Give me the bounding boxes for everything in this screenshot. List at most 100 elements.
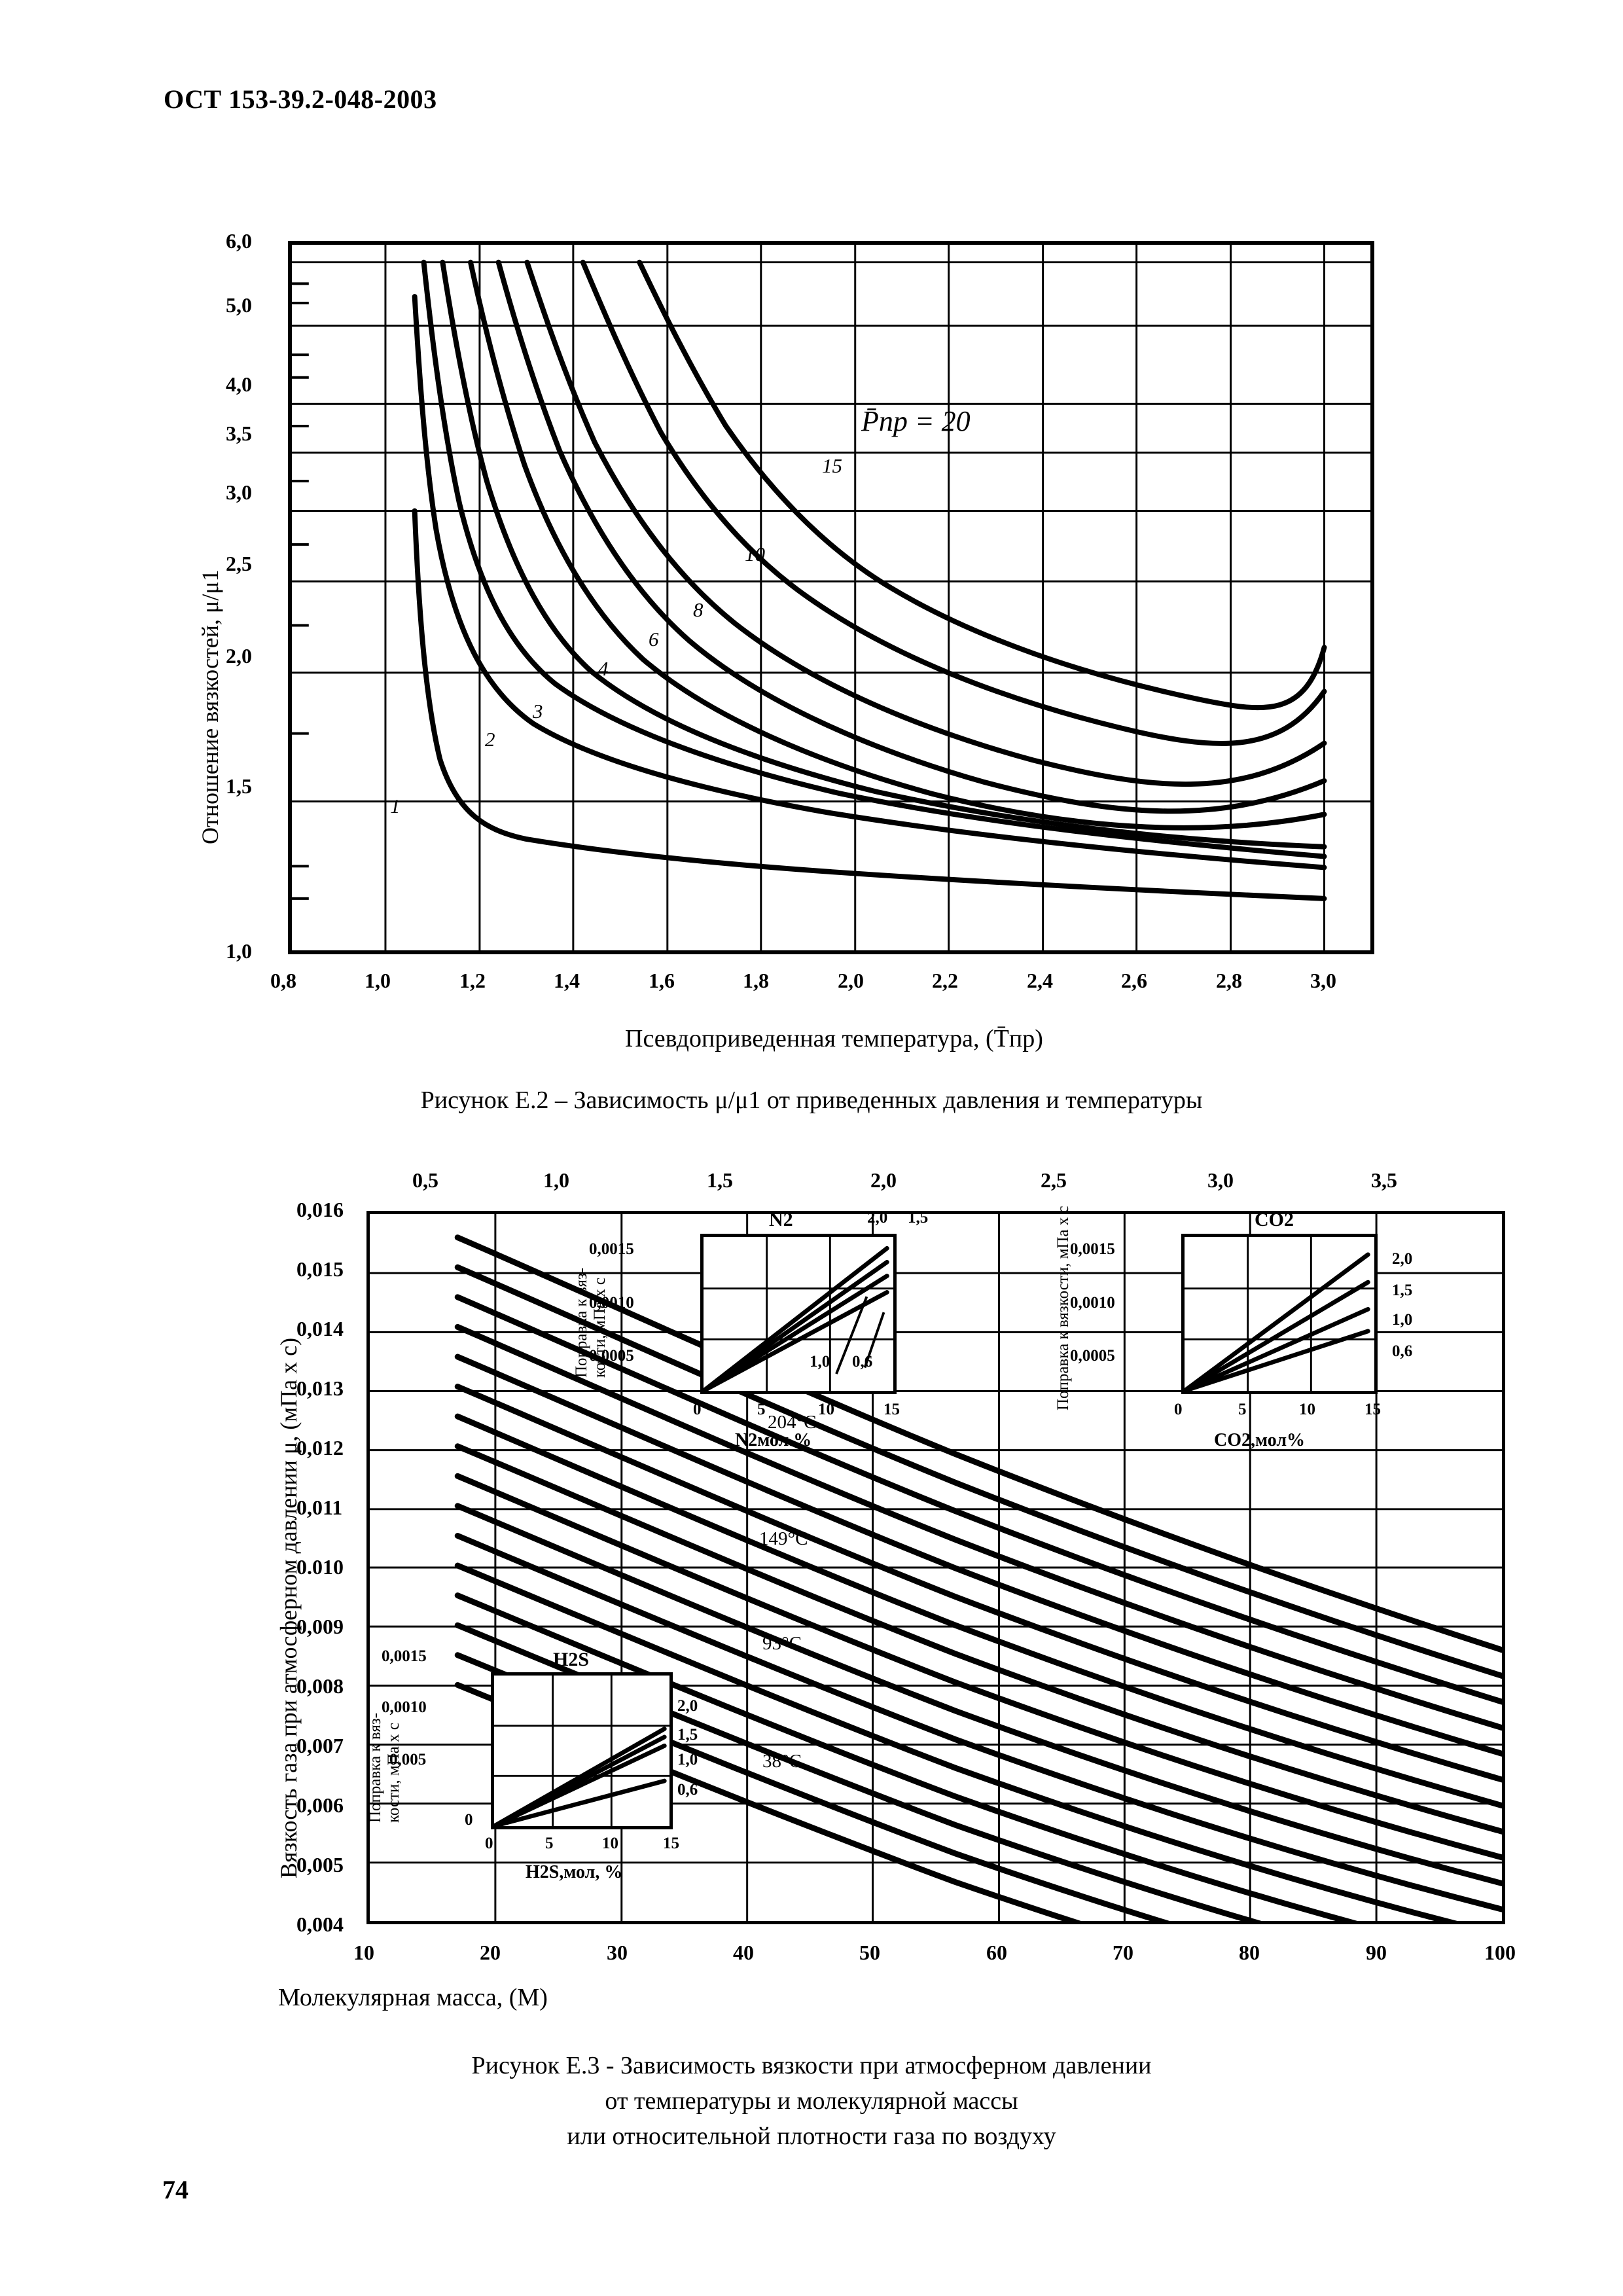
inset-co2-curves bbox=[1185, 1237, 1374, 1391]
figure-e3-top-xtick-0: 0,5 bbox=[412, 1168, 438, 1192]
inset-co2-xtick-0: 0 bbox=[1174, 1401, 1183, 1418]
inset-co2-ytick-0015: 0,0015 bbox=[1070, 1240, 1115, 1258]
figure-e3-xtick-50: 50 bbox=[859, 1941, 880, 1964]
inset-n2-curves bbox=[704, 1237, 893, 1391]
figure-e2-ytick-1: 1,0 bbox=[226, 939, 252, 963]
inset-co2-xtick-10: 10 bbox=[1299, 1401, 1315, 1418]
inset-h2s-xtick-5: 5 bbox=[545, 1835, 554, 1852]
inset-h2s-xtick-15: 15 bbox=[663, 1835, 679, 1852]
figure-e2-curve-label-8: 8 bbox=[693, 598, 704, 621]
figure-e3-xtick-80: 80 bbox=[1239, 1941, 1260, 1964]
inset-n2-title: N2 bbox=[769, 1209, 793, 1230]
inset-h2s-x-axis-title: H2S,мол, % bbox=[526, 1862, 623, 1882]
figure-e3-x-axis-title: Молекулярная масса, (М) bbox=[278, 1984, 548, 2011]
inset-co2-xtick-5: 5 bbox=[1238, 1401, 1247, 1418]
figure-e2-curve-label-2: 2 bbox=[485, 728, 495, 751]
figure-e2-xtick-9: 2,6 bbox=[1121, 969, 1147, 992]
inset-co2-y-axis-title: Поправка к вязкости, мПа х с bbox=[1054, 1206, 1072, 1410]
figure-e2-curve-label-1: 1 bbox=[390, 795, 401, 817]
figure-e2-plot-area: 1 2 3 4 6 8 10 15 P̄пр = 20 bbox=[288, 241, 1374, 954]
figure-e3-top-xtick-3: 2,0 bbox=[870, 1168, 897, 1192]
figure-e3-ytick-0015: 0,015 bbox=[296, 1257, 344, 1281]
figure-e3-caption: Рисунок Е.3 - Зависимость вязкости при а… bbox=[471, 2052, 1152, 2150]
figure-e2-xtick-6: 2,0 bbox=[838, 969, 864, 992]
inset-h2s-xtick-10: 10 bbox=[602, 1835, 618, 1852]
inset-n2-y-axis-title: Поправка к вяз- кости, мПа х с bbox=[573, 1267, 609, 1378]
inset-h2s-curve-label-06: 0,6 bbox=[677, 1781, 698, 1799]
inset-n2-curve-label-10: 1,0 bbox=[810, 1353, 830, 1371]
figure-e3-plot-area: 204°C 149°C 93°C 38°C bbox=[366, 1206, 1505, 1924]
figure-e3-xtick-40: 40 bbox=[733, 1941, 754, 1964]
inset-h2s-xtick-0: 0 bbox=[485, 1835, 493, 1852]
figure-e2-xtick-1: 1,0 bbox=[365, 969, 391, 992]
figure-e2-xtick-5: 1,8 bbox=[743, 969, 769, 992]
figure-e2-y-axis-title: Отношение вязкостей, μ/μ1 bbox=[197, 569, 223, 844]
inset-h2s-ytick-0005: 0,005 bbox=[389, 1751, 427, 1768]
inset-co2-curve-label-15: 1,5 bbox=[1392, 1282, 1413, 1299]
inset-n2-xtick-5: 5 bbox=[757, 1401, 766, 1418]
figure-e3-temp-label-38: 38°C bbox=[762, 1751, 802, 1772]
inset-h2s-title: H2S bbox=[553, 1649, 590, 1670]
inset-n2-ytick-0015: 0,0015 bbox=[589, 1240, 634, 1258]
figure-e2-ytick-2: 2,0 bbox=[226, 644, 252, 668]
figure-e2-curve-label-15: 15 bbox=[822, 454, 842, 477]
figure-e2-xtick-4: 1,6 bbox=[649, 969, 675, 992]
inset-co2 bbox=[1181, 1234, 1378, 1394]
figure-e3-temp-label-149: 149°C bbox=[759, 1528, 808, 1549]
inset-n2-xtick-15: 15 bbox=[883, 1401, 900, 1418]
inset-h2s-curve-label-20: 2,0 bbox=[677, 1697, 698, 1715]
figure-e2-x-axis-title: Псевдоприведенная температура, (T̄пр) bbox=[625, 1025, 1043, 1052]
figure-e2-xtick-2: 1,2 bbox=[459, 969, 486, 992]
inset-co2-curve-label-06: 0,6 bbox=[1392, 1342, 1413, 1360]
inset-n2-x-axis-title: N2мол.% bbox=[735, 1430, 812, 1450]
inset-h2s-ytick-0015: 0,0015 bbox=[382, 1647, 427, 1665]
figure-e2-pressure-annotation: P̄пр = 20 bbox=[861, 405, 971, 437]
inset-co2-xtick-15: 15 bbox=[1364, 1401, 1381, 1418]
figure-e2-ytick-4: 4,0 bbox=[226, 372, 252, 396]
figure-e2-xtick-11: 3,0 bbox=[1310, 969, 1336, 992]
figure-e2-caption: Рисунок Е.2 – Зависимость μ/μ1 от привед… bbox=[420, 1086, 1203, 1114]
figure-e2-ytick-5: 5,0 bbox=[226, 293, 252, 317]
figure-e3-ytick-0013: 0,013 bbox=[296, 1376, 344, 1400]
inset-n2-ytick-0010: 0,0010 bbox=[589, 1294, 634, 1312]
figure-e2-ytick-25: 2,5 bbox=[226, 552, 252, 575]
inset-n2-xtick-0: 0 bbox=[693, 1401, 702, 1418]
figure-e3-temp-label-204: 204°C bbox=[768, 1412, 817, 1433]
inset-co2-ytick-0010: 0,0010 bbox=[1070, 1294, 1115, 1312]
inset-h2s-curve-label-15: 1,5 bbox=[677, 1726, 698, 1744]
figure-e3-ytick-0008: 0,008 bbox=[296, 1674, 344, 1698]
figure-e3-ytick-0014: 0,014 bbox=[296, 1317, 344, 1340]
figure-e3-xtick-30: 30 bbox=[607, 1941, 628, 1964]
figure-e3-ytick-0006: 0,006 bbox=[296, 1793, 344, 1817]
figure-e3-xtick-90: 90 bbox=[1366, 1941, 1387, 1964]
figure-e2-xtick-3: 1,4 bbox=[554, 969, 580, 992]
inset-n2-curve-label-20: 2,0 bbox=[867, 1209, 888, 1227]
figure-e3-ytick-0016: 0,016 bbox=[296, 1198, 344, 1221]
figure-e2-ytick-15: 1,5 bbox=[226, 774, 252, 798]
figure-e2: Отношение вязкостей, μ/μ1 bbox=[0, 216, 1623, 1114]
figure-e2-xtick-7: 2,2 bbox=[932, 969, 958, 992]
document-standard-number: ОСТ 153-39.2-048-2003 bbox=[164, 84, 437, 114]
figure-e3-xtick-60: 60 bbox=[986, 1941, 1007, 1964]
page-number: 74 bbox=[162, 2175, 188, 2204]
inset-h2s-curves bbox=[494, 1676, 669, 1826]
figure-e3-ytick-0005: 0,005 bbox=[296, 1853, 344, 1876]
inset-h2s-ytick-0010: 0,0010 bbox=[382, 1698, 427, 1716]
figure-e3-temp-label-93: 93°C bbox=[762, 1633, 802, 1654]
figure-e2-curve-label-4: 4 bbox=[598, 657, 609, 680]
figure-e3-top-xtick-6: 3,5 bbox=[1371, 1168, 1397, 1192]
inset-h2s-y-axis-title: Поправка к вяз- кости, мПа х с bbox=[366, 1712, 402, 1823]
inset-h2s bbox=[491, 1672, 673, 1829]
figure-e3-top-xtick-2: 1,5 bbox=[707, 1168, 733, 1192]
figure-e3-ytick-0007: 0,007 bbox=[296, 1734, 344, 1757]
figure-e2-curves bbox=[292, 245, 1370, 950]
inset-co2-curve-label-10: 1,0 bbox=[1392, 1311, 1413, 1329]
figure-e3-ytick-0012: 0,012 bbox=[296, 1436, 344, 1460]
figure-e3-top-xtick-4: 2,5 bbox=[1041, 1168, 1067, 1192]
figure-e3-ytick-0010: 0.010 bbox=[296, 1555, 344, 1579]
inset-h2s-curve-label-10: 1,0 bbox=[677, 1751, 698, 1768]
figure-e3-ytick-0011: 0,011 bbox=[296, 1496, 343, 1519]
inset-n2 bbox=[700, 1234, 897, 1394]
inset-n2-ytick-0005: 0,0005 bbox=[589, 1347, 634, 1365]
